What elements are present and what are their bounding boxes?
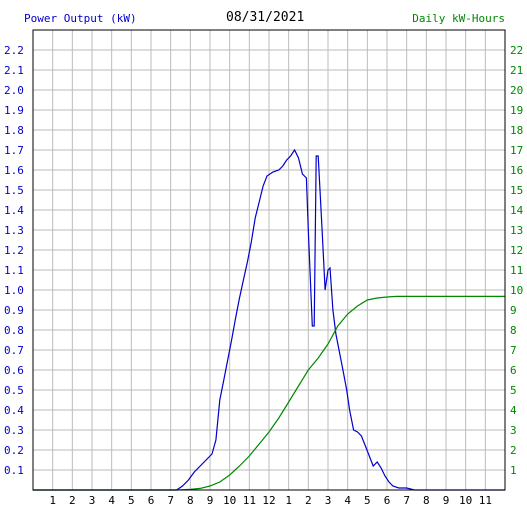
y-left-tick-label: 0.3	[4, 424, 24, 437]
y-right-tick-label: 13	[510, 224, 523, 237]
y-left-tick-label: 2.2	[4, 44, 24, 57]
power-output-series-line	[33, 148, 505, 491]
y-left-tick-label: 1.0	[4, 284, 24, 297]
y-left-tick-label: 0.6	[4, 364, 24, 377]
y-left-tick-label: 1.7	[4, 144, 24, 157]
y-right-tick-label: 7	[510, 344, 517, 357]
y-right-tick-label: 14	[510, 204, 524, 217]
y-left-tick-label: 0.4	[4, 404, 24, 417]
x-tick-label: 5	[364, 494, 371, 507]
y-left-tick-label: 0.8	[4, 324, 24, 337]
tick-labels: 1 2 3 4 5 6 7 8 9 10 11 12 1 2 3 4 5 6 7 8 9 10 110.10.20.30.4…	[4, 44, 524, 507]
x-tick-label: 2	[69, 494, 76, 507]
daily-kwh-series-line	[33, 295, 505, 491]
y-right-tick-label: 18	[510, 124, 523, 137]
y-left-tick-label: 1.9	[4, 104, 24, 117]
y-left-tick-label: 0.1	[4, 464, 24, 477]
x-tick-label: 3	[89, 494, 96, 507]
y-left-tick-label: 0.7	[4, 344, 24, 357]
x-tick-label: 6	[384, 494, 391, 507]
x-tick-label: 1	[285, 494, 292, 507]
y-right-tick-label: 9	[510, 304, 517, 317]
y-right-tick-label: 5	[510, 384, 517, 397]
y-right-tick-label: 17	[510, 144, 523, 157]
y-right-tick-label: 15	[510, 184, 523, 197]
x-tick-label: 12	[262, 494, 275, 507]
x-tick-label: 9	[207, 494, 214, 507]
y-right-tick-label: 3	[510, 424, 517, 437]
y-left-tick-label: 2.0	[4, 84, 24, 97]
y-left-tick-label: 1.8	[4, 124, 24, 137]
y-right-tick-label: 2	[510, 444, 517, 457]
y-left-tick-label: 1.5	[4, 184, 24, 197]
x-tick-label: 2	[305, 494, 312, 507]
x-tick-label: 10	[459, 494, 472, 507]
x-tick-label: 4	[108, 494, 115, 507]
grid	[33, 30, 505, 490]
chart-date-title: 08/31/2021	[226, 10, 305, 25]
y-right-tick-label: 1	[510, 464, 517, 477]
x-tick-label: 6	[148, 494, 155, 507]
x-tick-label: 8	[423, 494, 430, 507]
y-right-tick-label: 4	[510, 404, 517, 417]
left-axis-title: Power Output (kW)	[24, 12, 137, 25]
right-axis-title: Daily kW-Hours	[412, 12, 505, 25]
y-left-tick-label: 2.1	[4, 64, 24, 77]
x-tick-label: 4	[344, 494, 351, 507]
y-left-tick-label: 1.4	[4, 204, 24, 217]
y-right-tick-label: 11	[510, 264, 523, 277]
series-layer	[33, 148, 505, 491]
y-left-tick-label: 1.6	[4, 164, 24, 177]
x-tick-label: 9	[443, 494, 450, 507]
y-right-tick-label: 19	[510, 104, 523, 117]
x-tick-label: 1	[49, 494, 56, 507]
y-right-tick-label: 21	[510, 64, 523, 77]
x-tick-label: 7	[403, 494, 410, 507]
y-right-tick-label: 6	[510, 364, 517, 377]
y-right-tick-label: 10	[510, 284, 523, 297]
y-right-tick-label: 20	[510, 84, 523, 97]
y-left-tick-label: 0.9	[4, 304, 24, 317]
x-tick-label: 11	[243, 494, 256, 507]
y-left-tick-label: 1.1	[4, 264, 24, 277]
y-right-tick-label: 12	[510, 244, 523, 257]
y-right-tick-label: 8	[510, 324, 517, 337]
y-right-tick-label: 22	[510, 44, 523, 57]
y-left-tick-label: 1.2	[4, 244, 24, 257]
x-tick-label: 7	[167, 494, 174, 507]
y-left-tick-label: 0.2	[4, 444, 24, 457]
x-tick-label: 10	[223, 494, 236, 507]
y-right-tick-label: 16	[510, 164, 523, 177]
y-left-tick-label: 1.3	[4, 224, 24, 237]
plot-border	[32, 29, 506, 491]
x-tick-label: 3	[325, 494, 332, 507]
x-tick-label: 11	[479, 494, 492, 507]
y-left-tick-label: 0.5	[4, 384, 24, 397]
x-tick-label: 5	[128, 494, 135, 507]
x-tick-label: 8	[187, 494, 194, 507]
